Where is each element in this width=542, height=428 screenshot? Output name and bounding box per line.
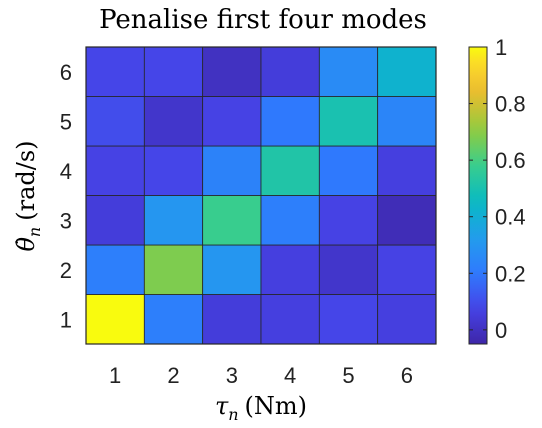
y-tick-label: 2 xyxy=(60,258,72,283)
heatmap-cell xyxy=(377,195,437,246)
heatmap-cell xyxy=(143,46,204,97)
heatmap-cell xyxy=(377,46,437,97)
heatmap-cell xyxy=(202,294,262,345)
heatmap-cell xyxy=(143,145,204,196)
x-tick-label: 4 xyxy=(284,363,296,388)
heatmap-cell xyxy=(318,145,379,196)
heatmap-cell xyxy=(318,244,379,295)
heatmap-cell xyxy=(318,46,379,97)
x-tick-label: 3 xyxy=(226,363,238,388)
heatmap-cell xyxy=(260,195,320,246)
heatmap-cell xyxy=(260,145,320,196)
heatmap-cell xyxy=(318,294,379,345)
heatmap-cell xyxy=(377,96,437,147)
colorbar-tick-label: 0 xyxy=(495,318,507,343)
heatmap-cell xyxy=(260,96,320,147)
heatmap-cell xyxy=(85,46,145,97)
x-axis-symbol: τ xyxy=(215,392,229,420)
heatmap-cells xyxy=(85,46,437,345)
y-axis-subscript: n xyxy=(25,227,44,237)
heatmap-cell xyxy=(143,294,204,345)
heatmap-cell xyxy=(85,145,145,196)
y-tick-label: 6 xyxy=(60,60,72,85)
heatmap-cell xyxy=(202,244,262,295)
heatmap-cell xyxy=(202,145,262,196)
y-tick-label: 5 xyxy=(60,109,72,134)
x-tick-label: 5 xyxy=(342,363,354,388)
heatmap-cell xyxy=(85,195,145,246)
heatmap-cell xyxy=(377,294,437,345)
heatmap-cell xyxy=(260,244,320,295)
y-tick-label: 1 xyxy=(60,307,72,332)
heatmap-cell xyxy=(202,195,262,246)
heatmap-cell xyxy=(143,244,204,295)
x-axis-subscript: n xyxy=(228,405,238,424)
x-tick-labels: 1 2 3 4 5 6 xyxy=(109,363,413,388)
plot-frame xyxy=(85,46,437,345)
y-tick-label: 4 xyxy=(60,159,72,184)
colorbar-tick-label: 0.8 xyxy=(495,92,526,117)
y-tick-label: 3 xyxy=(60,208,72,233)
heatmap-cell xyxy=(260,46,320,97)
x-tick-label: 2 xyxy=(167,363,179,388)
colorbar xyxy=(468,46,488,345)
colorbar-tick-label: 0.4 xyxy=(495,205,526,230)
heatmap-cell xyxy=(318,195,379,246)
colorbar-tick-label: 1 xyxy=(495,35,507,60)
heatmap-cell xyxy=(318,96,379,147)
colorbar-tick-label: 0.6 xyxy=(495,148,526,173)
chart-title: Penalise first four modes xyxy=(99,5,427,35)
x-axis-unit: (Nm) xyxy=(245,392,307,420)
heatmap-cell xyxy=(85,294,145,345)
x-axis-label: τn (Nm) xyxy=(215,392,307,424)
heatmap-cell xyxy=(143,96,204,147)
heatmap-cell xyxy=(85,96,145,147)
heatmap-cell xyxy=(377,145,437,196)
heatmap-cell xyxy=(85,244,145,295)
heatmap-cell xyxy=(143,195,204,246)
heatmap-cell xyxy=(377,244,437,295)
heatmap-cell xyxy=(202,96,262,147)
y-tick-labels: 1 2 3 4 5 6 xyxy=(60,60,72,333)
heatmap-cell xyxy=(202,46,262,97)
y-axis-unit: (rad/s) xyxy=(12,140,40,220)
heatmap-cell xyxy=(260,294,320,345)
x-tick-label: 6 xyxy=(401,363,413,388)
colorbar-ticks: 1 0.8 0.6 0.4 0.2 0 xyxy=(469,35,526,343)
colorbar-tick-label: 0.2 xyxy=(495,261,526,286)
y-axis-label: θ̇n (rad/s) xyxy=(12,140,44,251)
y-axis-symbol: θ̇ xyxy=(12,237,40,252)
x-tick-label: 1 xyxy=(109,363,121,388)
